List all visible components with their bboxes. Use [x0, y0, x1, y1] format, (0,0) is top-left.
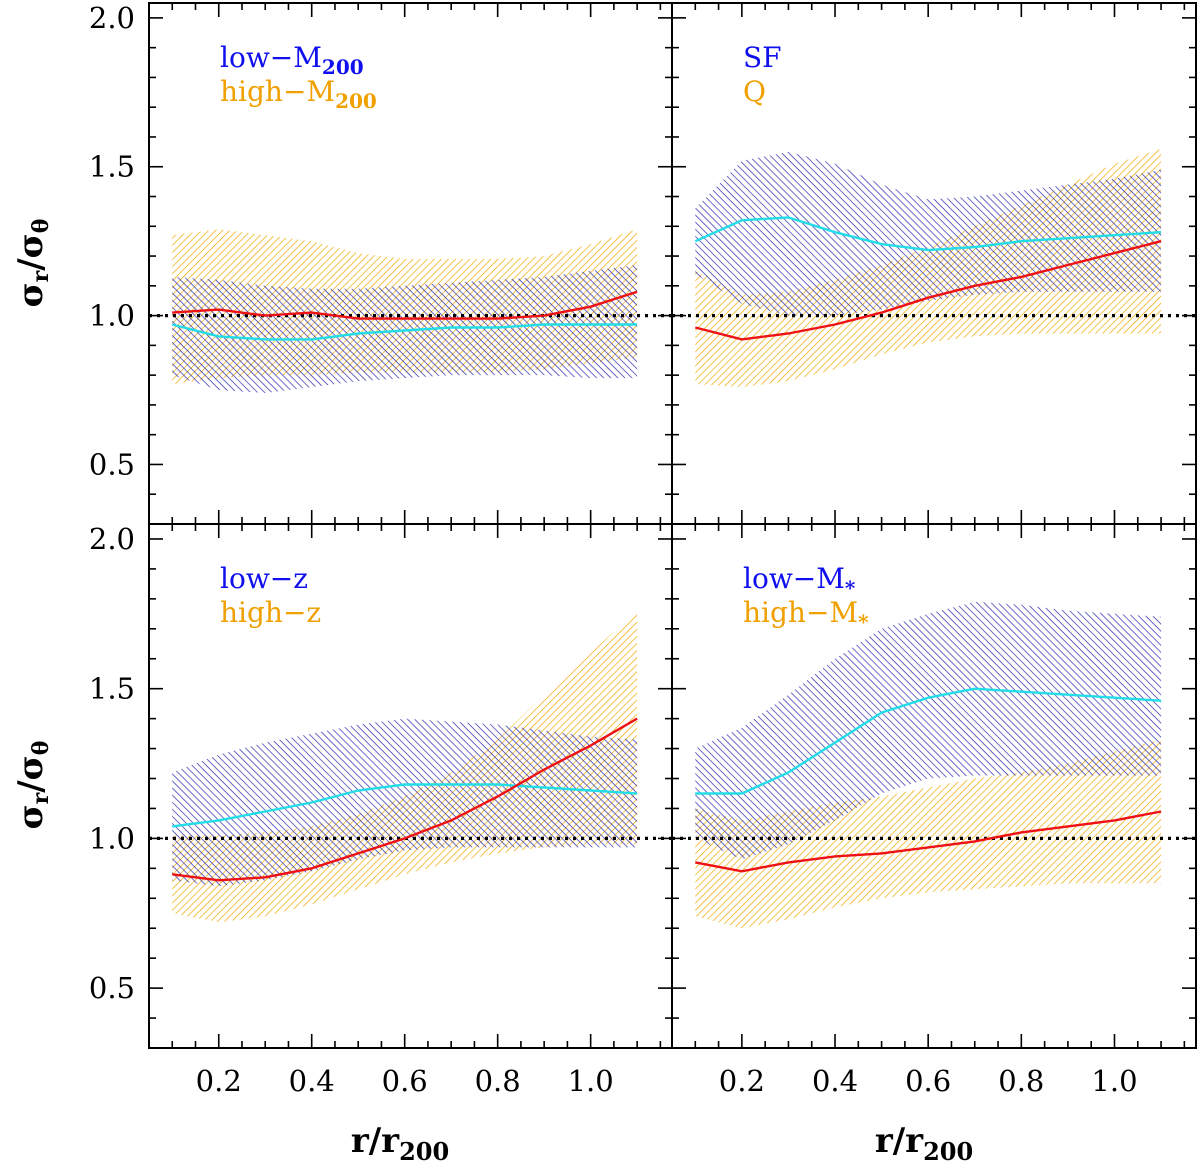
legend-entry-high-z: high−z [220, 596, 321, 629]
legend-entry-low-z: low−z [220, 562, 308, 595]
median-line-high-z [172, 717, 638, 882]
plot-area [672, 148, 1196, 388]
median-line-high-M* [695, 810, 1162, 873]
y-tick-label: 1.5 [89, 672, 135, 706]
y-tick-label: 2.0 [89, 522, 135, 556]
x-tick-label: 1.0 [568, 1064, 614, 1098]
legend-entry-low-M*: low−M* [743, 562, 856, 600]
y-tick-label: 1.5 [89, 150, 135, 184]
median-line-SF [694, 216, 1162, 252]
median-line-low-M* [695, 687, 1162, 795]
x-tick-label: 0.2 [196, 1064, 242, 1098]
x-tick-label: 0.4 [812, 1064, 858, 1098]
y-tick-label: 2.0 [89, 1, 135, 35]
y-tick-label: 1.0 [89, 299, 135, 333]
y-tick-label: 1.0 [89, 821, 135, 855]
y-tick-label: 0.5 [89, 447, 135, 481]
median-line-Q [695, 240, 1162, 341]
legend-entry-Q: Q [743, 75, 766, 108]
plot-area [149, 229, 672, 393]
x-tick-label: 1.0 [1091, 1064, 1137, 1098]
median-line-low-z [172, 783, 638, 828]
band-SF [695, 151, 1162, 316]
plot-area [672, 601, 1196, 929]
x-axis-title-left: r/r200 [351, 1121, 449, 1166]
x-tick-label: 0.4 [289, 1064, 335, 1098]
x-tick-label: 0.8 [475, 1064, 521, 1098]
y-axis-title-bottom: σr/σθ [11, 741, 54, 830]
median-line-high-M200 [172, 290, 638, 320]
legend-entry-SF: SF [743, 41, 782, 74]
plot-area [149, 610, 672, 923]
y-axis-title-top: σr/σθ [11, 219, 54, 308]
band-low-M200 [172, 265, 638, 393]
band-high-M* [695, 739, 1162, 929]
x-axis-title-right: r/r200 [875, 1121, 973, 1166]
x-tick-label: 0.6 [382, 1064, 428, 1098]
panel-frame [671, 523, 1197, 1049]
panel-bottom-right: 0.2 0.4 0.6 0.8 1.0 low−M*high−M* [671, 523, 1197, 1098]
median-line-low-M200 [171, 323, 638, 341]
x-tick-label: 0.8 [998, 1064, 1044, 1098]
legend-entry-high-M*: high−M* [743, 596, 869, 634]
panel-top-right: SFQ [671, 2, 1197, 525]
band-low-z [172, 718, 638, 887]
x-tick-label: 0.2 [719, 1064, 765, 1098]
legend-entry-high-M200: high−M200 [220, 75, 377, 113]
legend-entry-low-M200: low−M200 [220, 41, 364, 79]
y-tick-label: 0.5 [89, 971, 135, 1005]
band-low-M* [695, 601, 1162, 860]
x-tick-label: 0.6 [905, 1064, 951, 1098]
